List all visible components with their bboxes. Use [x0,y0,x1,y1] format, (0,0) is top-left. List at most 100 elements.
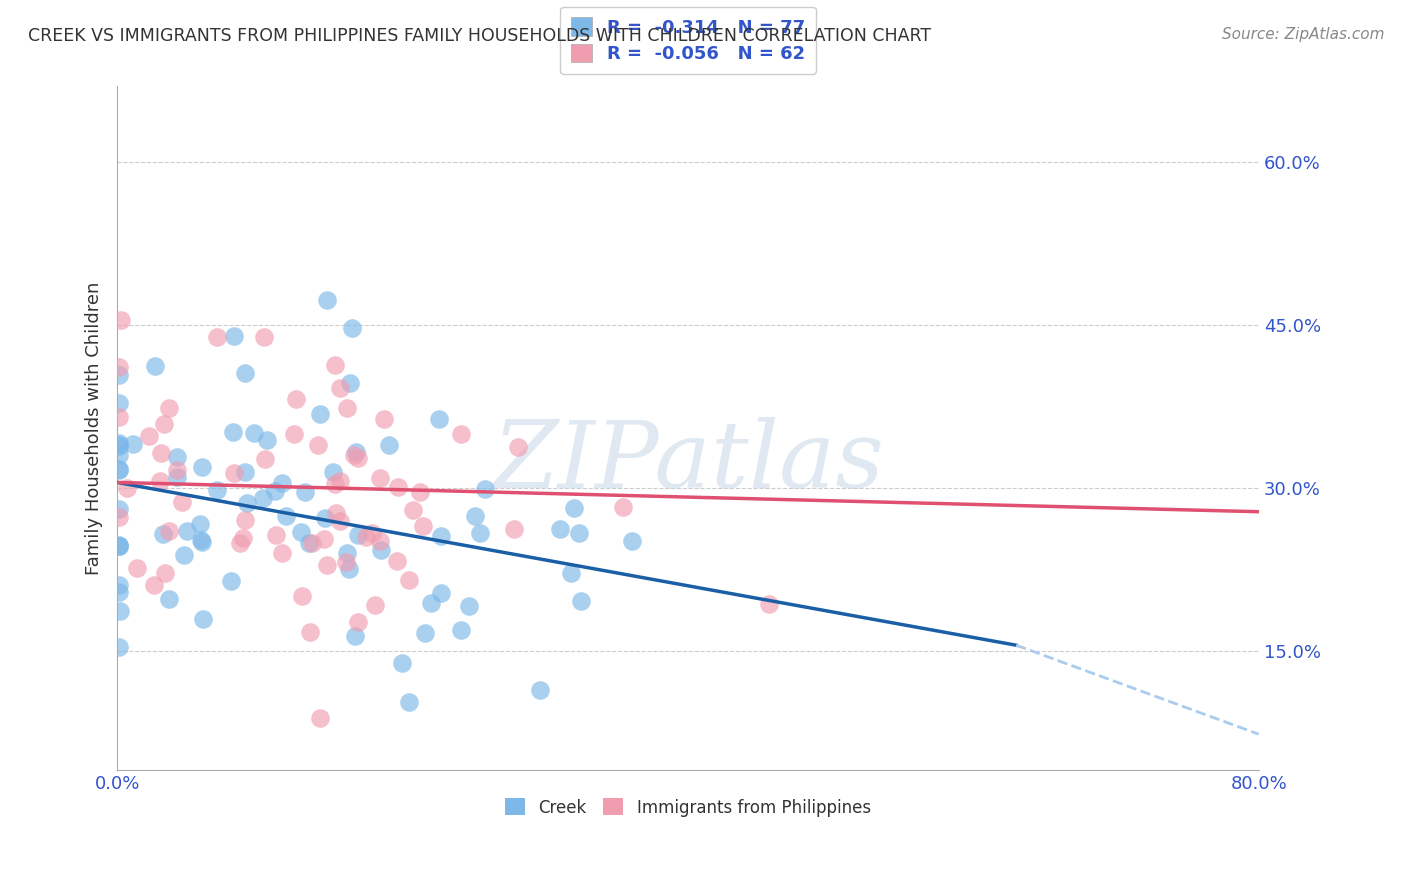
Point [323,477,346,491]
Point [291,589,314,603]
Point [560,566,582,580]
Point [419,596,441,610]
Point [427,411,450,425]
Point [107,578,129,592]
Point [378,438,401,452]
Text: ZIPatlas: ZIPatlas [492,417,884,508]
Point [107,540,129,554]
Point [285,392,308,407]
Point [368,534,391,549]
Point [107,538,129,552]
Point [149,474,172,488]
Text: CREEK VS IMMIGRANTS FROM PHILIPPINES FAMILY HOUSEHOLDS WITH CHILDREN CORRELATION: CREEK VS IMMIGRANTS FROM PHILIPPINES FAM… [28,27,931,45]
Point [110,313,132,327]
Point [191,460,214,475]
Point [152,527,174,541]
Point [107,448,129,462]
Point [274,508,297,523]
Point [314,511,336,525]
Point [298,624,321,639]
Point [329,474,352,488]
Point [370,543,392,558]
Point [412,518,434,533]
Point [108,604,131,618]
Point [233,465,256,479]
Point [243,425,266,440]
Point [758,597,780,611]
Point [107,510,129,524]
Point [430,529,453,543]
Point [224,329,246,343]
Point [107,540,129,554]
Point [107,410,129,425]
Point [253,452,276,467]
Point [569,593,592,607]
Point [450,623,472,637]
Point [166,470,188,484]
Point [232,532,254,546]
Point [329,514,352,528]
Point [191,535,214,549]
Point [107,435,129,450]
Point [312,533,335,547]
Point [149,446,172,460]
Point [190,533,212,547]
Point [107,439,129,453]
Point [117,481,139,495]
Point [298,536,321,550]
Point [153,417,176,431]
Point [360,526,382,541]
Point [264,527,287,541]
Point [252,491,274,505]
Point [339,376,361,391]
Point [221,425,243,439]
Point [316,293,339,307]
Point [323,359,346,373]
Point [337,561,360,575]
Point [157,524,180,538]
Point [336,546,359,560]
Point [325,506,347,520]
Point [264,484,287,499]
Point [222,466,245,480]
Point [364,598,387,612]
Point [354,530,377,544]
Point [468,526,491,541]
Point [107,640,129,654]
Point [143,359,166,373]
Point [142,578,165,592]
Point [316,558,339,573]
Point [562,501,585,516]
Point [107,368,129,382]
Legend: Creek, Immigrants from Philippines: Creek, Immigrants from Philippines [499,792,877,823]
Point [107,502,129,516]
Point [450,426,472,441]
Point [344,629,367,643]
Point [205,329,228,343]
Text: Source: ZipAtlas.com: Source: ZipAtlas.com [1222,27,1385,42]
Point [157,592,180,607]
Point [387,480,409,494]
Point [568,525,591,540]
Point [464,508,486,523]
Point [409,484,432,499]
Point [155,566,177,581]
Point [166,463,188,477]
Point [256,434,278,448]
Point [458,599,481,614]
Point [229,535,252,549]
Point [347,615,370,629]
Point [191,612,214,626]
Point [322,465,344,479]
Point [373,411,395,425]
Point [233,367,256,381]
Point [309,408,332,422]
Point [336,401,359,416]
Point [430,586,453,600]
Point [385,554,408,568]
Point [107,360,129,375]
Point [335,555,357,569]
Point [347,527,370,541]
Point [235,495,257,509]
Point [283,426,305,441]
